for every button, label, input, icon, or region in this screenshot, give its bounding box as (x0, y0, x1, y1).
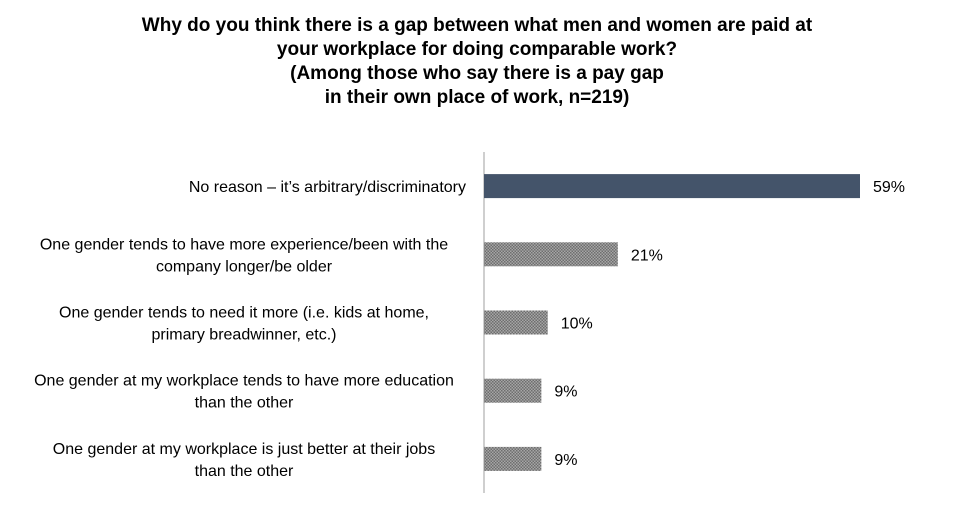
bar (484, 446, 542, 471)
category-label: One gender tends to need it more (i.e. k… (59, 305, 429, 322)
category-label: primary breadwinner, etc.) (152, 327, 337, 344)
chart-title: Why do you think there is a gap between … (0, 14, 954, 110)
data-label: 59% (873, 179, 905, 196)
category-label: company longer/be older (156, 258, 333, 275)
chart-subtitle-line: (Among those who say there is a pay gap (290, 63, 664, 84)
category-label: One gender at my workplace tends to have… (34, 373, 454, 390)
bar (484, 310, 548, 335)
chart-title-line: Why do you think there is a gap between … (141, 15, 813, 36)
data-label: 10% (561, 316, 593, 333)
chart-title-line: your workplace for doing comparable work… (276, 39, 678, 60)
category-label: One gender at my workplace is just bette… (53, 441, 435, 458)
data-label: 9% (554, 452, 577, 469)
category-label: One gender tends to have more experience… (40, 236, 448, 253)
chart-subtitle-line: in their own place of work, n=219) (324, 87, 630, 108)
plot-area: 59% No reason – it’s arbitrary/discrimina… (34, 152, 905, 493)
bar (484, 174, 860, 199)
data-label: 21% (631, 247, 663, 264)
bar (484, 378, 542, 403)
category-label: No reason – it’s arbitrary/discriminator… (189, 179, 466, 196)
data-label: 9% (554, 384, 577, 401)
bar (484, 242, 618, 267)
category-label: than the other (195, 395, 294, 412)
category-label: than the other (195, 463, 294, 480)
